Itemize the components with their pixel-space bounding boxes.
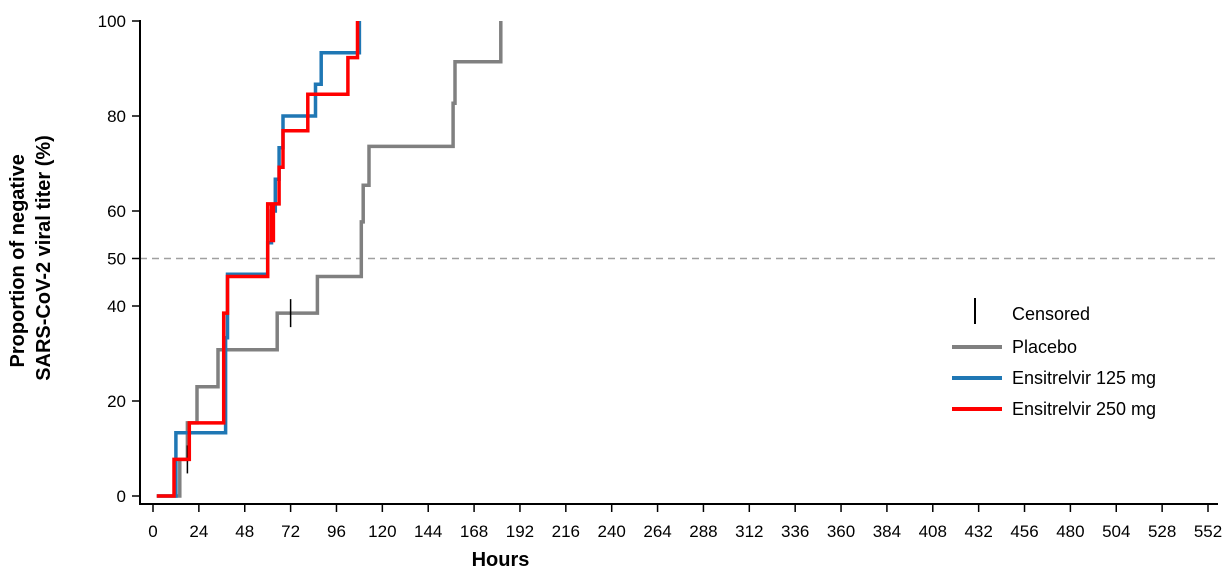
- series-line-2: [156, 21, 360, 498]
- legend-items: Placebo Ensitrelvir 125 mg Ensitrelvir 250…: [952, 337, 1156, 419]
- legend-label-0: Placebo: [1012, 337, 1077, 357]
- legend-label-2: Ensitrelvir 250 mg: [1012, 399, 1156, 419]
- axes-layer: [139, 20, 1218, 505]
- y-tick-label: 60: [107, 202, 126, 221]
- series-layer: [156, 21, 503, 498]
- series-line-1: [156, 21, 362, 498]
- x-tick-label: 216: [552, 522, 580, 541]
- x-axis-ticks: 0 24 48 72 96 120 144 168 192 216 240 264 288 312 336 3…: [148, 504, 1222, 541]
- x-tick-label: 264: [643, 522, 671, 541]
- y-axis-label-line-1: Proportion of negative: [7, 154, 29, 367]
- x-tick-label: 456: [1010, 522, 1038, 541]
- x-tick-label: 144: [414, 522, 442, 541]
- legend-censored-label: Censored: [1012, 304, 1090, 324]
- x-tick-label: 408: [919, 522, 947, 541]
- y-axis-label-line-2: SARS-CoV-2 viral titer (%): [33, 135, 55, 381]
- x-tick-label: 504: [1102, 522, 1130, 541]
- x-tick-label: 72: [281, 522, 300, 541]
- y-tick-label: 0: [117, 487, 126, 506]
- x-tick-label: 360: [827, 522, 855, 541]
- legend-label-1: Ensitrelvir 125 mg: [1012, 368, 1156, 388]
- x-tick-label: 96: [327, 522, 346, 541]
- y-tick-label: 50: [107, 250, 126, 269]
- x-tick-label: 24: [189, 522, 208, 541]
- y-axis-ticks: 0 20 40 50 60 80 100: [98, 12, 140, 506]
- y-tick-label: 20: [107, 392, 126, 411]
- x-tick-label: 336: [781, 522, 809, 541]
- series-line-0: [156, 21, 503, 498]
- x-tick-label: 120: [368, 522, 396, 541]
- x-tick-label: 480: [1056, 522, 1084, 541]
- y-tick-label: 80: [107, 107, 126, 126]
- x-tick-label: 0: [148, 522, 157, 541]
- x-tick-label: 48: [235, 522, 254, 541]
- x-axis-label: Hours: [472, 549, 530, 571]
- y-tick-label: 100: [98, 12, 126, 31]
- x-tick-label: 552: [1194, 522, 1222, 541]
- x-tick-label: 288: [689, 522, 717, 541]
- y-tick-label: 40: [107, 297, 126, 316]
- x-tick-label: 192: [506, 522, 534, 541]
- x-tick-label: 240: [598, 522, 626, 541]
- x-tick-label: 384: [873, 522, 901, 541]
- x-tick-label: 432: [964, 522, 992, 541]
- y-axis-label: Proportion of negative SARS-CoV-2 viral …: [7, 135, 55, 381]
- legend: Censored Placebo Ensitrelvir 125 mg Ensitr…: [952, 298, 1156, 419]
- x-tick-label: 528: [1148, 522, 1176, 541]
- x-tick-label: 312: [735, 522, 763, 541]
- x-tick-label: 168: [460, 522, 488, 541]
